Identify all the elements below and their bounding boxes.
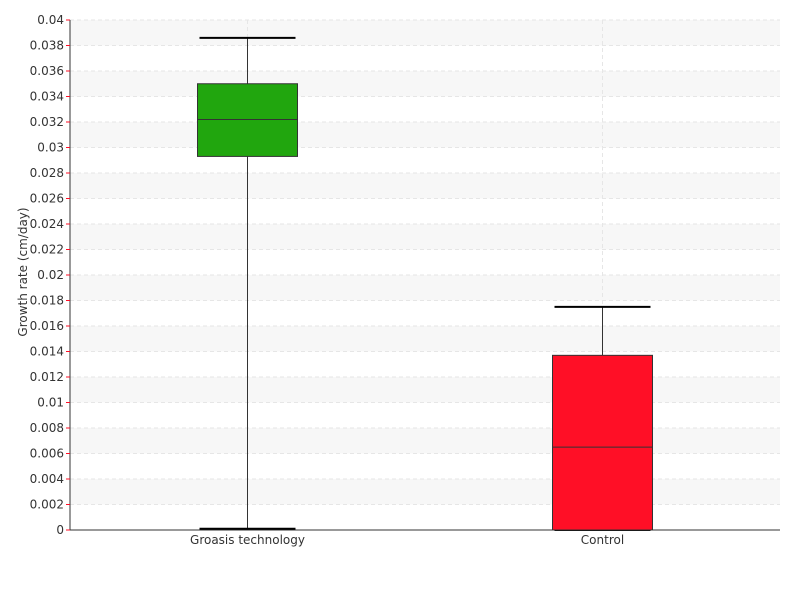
- y-tick-label: 0.022: [30, 243, 64, 257]
- x-axis-labels: Groasis technology Control: [190, 533, 624, 547]
- grid-band: [70, 377, 780, 403]
- y-tick-label: 0.018: [30, 294, 64, 308]
- y-tick-label: 0.04: [37, 13, 64, 27]
- y-tick-label: 0: [56, 523, 64, 537]
- y-tick-label: 0.01: [37, 396, 64, 410]
- y-tick-label: 0.032: [30, 115, 64, 129]
- y-tick-label: 0.03: [37, 141, 64, 155]
- grid-band: [70, 326, 780, 352]
- grid-band: [70, 224, 780, 250]
- y-tick-label: 0.038: [30, 39, 64, 53]
- y-tick-label: 0.026: [30, 192, 64, 206]
- x-category-label: Control: [581, 533, 624, 547]
- y-axis-title: Growth rate (cm/day): [16, 207, 30, 336]
- grid-band: [70, 71, 780, 97]
- grid-band: [70, 122, 780, 148]
- plot-background: [70, 20, 780, 505]
- box-groasis-technology: [197, 36, 298, 530]
- box-iqr: [552, 354, 653, 531]
- y-tick-label: 0.024: [30, 217, 64, 231]
- grid-band: [70, 479, 780, 505]
- y-tick-label: 0.034: [30, 90, 64, 104]
- y-tick-label: 0.006: [30, 447, 64, 461]
- boxes: [197, 36, 653, 531]
- grid-band: [70, 173, 780, 199]
- grid-band: [70, 20, 780, 46]
- y-tick-label: 0.012: [30, 370, 64, 384]
- y-axis-ticks: 0 0.002 0.004 0.006 0.008 0.01 0.012 0.014 0.016…: [30, 13, 70, 537]
- y-tick-label: 0.028: [30, 166, 64, 180]
- grid-band: [70, 428, 780, 454]
- y-tick-label: 0.036: [30, 64, 64, 78]
- y-tick-label: 0.02: [37, 268, 64, 282]
- y-tick-label: 0.002: [30, 498, 64, 512]
- y-tick-label: 0.008: [30, 421, 64, 435]
- y-tick-label: 0.014: [30, 345, 64, 359]
- grid-lines: [70, 19, 780, 530]
- y-tick-label: 0.004: [30, 472, 64, 486]
- x-category-label: Groasis technology: [190, 533, 305, 547]
- y-tick-label: 0.016: [30, 319, 64, 333]
- grid-band: [70, 275, 780, 301]
- box-control: [552, 305, 653, 531]
- box-iqr: [197, 83, 298, 157]
